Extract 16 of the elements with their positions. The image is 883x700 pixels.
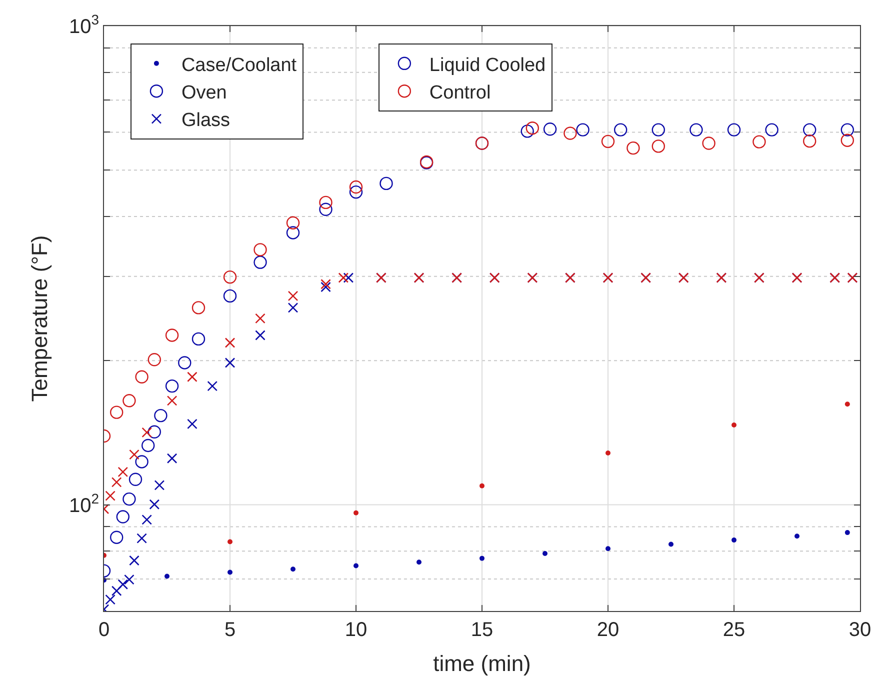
legend-label: Glass [181, 110, 230, 132]
y-tick-label: 10$^{2}$ [68, 490, 100, 517]
x-tick-label: 10 [344, 619, 368, 641]
x-tick-label: 30 [848, 619, 872, 641]
y-tick-label: 10$^{3}$ [68, 12, 100, 38]
annotation: Liquid Cooled [429, 54, 546, 76]
legend-label: Case/Coolant [181, 54, 298, 76]
x-tick-label: 25 [722, 619, 746, 641]
x-tick-label: 5 [224, 619, 236, 641]
x-tick-label: 15 [470, 619, 494, 641]
x-tick-label: 0 [98, 619, 110, 641]
legend-label: Oven [181, 82, 227, 104]
legend-label: Control [429, 82, 491, 104]
x-tick-label: 20 [596, 619, 620, 641]
y-axis-title: Temperature (°F) [26, 235, 52, 402]
x-axis-title: time (min) [433, 650, 531, 676]
